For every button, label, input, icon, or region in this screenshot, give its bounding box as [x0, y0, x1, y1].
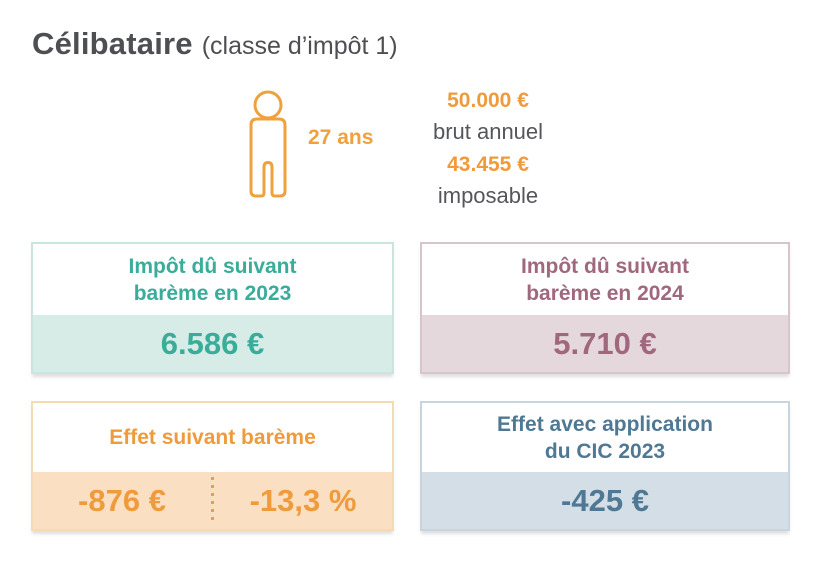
gross-label: brut annuel [432, 119, 544, 144]
card-tax-2024-title-line2: barème en 2024 [526, 281, 684, 305]
card-effect-scale-values: -876 € -13,3 % [33, 472, 392, 529]
card-tax-2024-value: 5.710 € [422, 315, 788, 372]
card-tax-2024-title: Impôt dû suivant barème en 2024 [422, 244, 788, 315]
taxable-amount: 43.455 € [447, 153, 529, 176]
card-tax-2023-title-line1: Impôt dû suivant [128, 254, 297, 278]
card-effect-scale-value-eur: -876 € [78, 482, 166, 518]
gross-amount: 50.000 € [447, 89, 529, 112]
taxable-label: imposable [437, 183, 539, 208]
card-effect-cic: Effet avec application du CIC 2023 -425 … [420, 401, 790, 531]
card-tax-2024: Impôt dû suivant barème en 2024 5.710 € [420, 242, 790, 374]
dotted-divider [211, 476, 214, 525]
income-summary: 50.000 € brut annuel 43.455 € imposable [403, 86, 573, 211]
card-tax-2023-title-line2: barème en 2023 [133, 281, 292, 305]
person-icon [249, 90, 287, 198]
card-effect-cic-value: -425 € [422, 472, 788, 529]
card-effect-cic-title: Effet avec application du CIC 2023 [422, 403, 788, 472]
card-effect-scale-title: Effet suivant barème [33, 403, 392, 472]
card-tax-2023-value: 6.586 € [33, 315, 392, 372]
page-title: Célibataire (classe d’impôt 1) [32, 26, 398, 62]
card-effect-cic-title-line1: Effet avec application [497, 412, 713, 436]
card-effect-cic-title-line2: du CIC 2023 [544, 439, 666, 463]
card-tax-2024-title-line1: Impôt dû suivant [521, 254, 689, 278]
card-effect-scale-value-pct: -13,3 % [249, 482, 357, 518]
title-subtitle: (classe d’impôt 1) [201, 32, 398, 60]
card-effect-scale-title-line1: Effet suivant barème [109, 426, 316, 449]
age-label: 27 ans [308, 126, 374, 149]
card-effect-scale: Effet suivant barème -876 € -13,3 % [31, 401, 394, 531]
card-tax-2023: Impôt dû suivant barème en 2023 6.586 € [31, 242, 394, 374]
card-tax-2023-title: Impôt dû suivant barème en 2023 [33, 244, 392, 315]
title-text: Célibataire [32, 26, 193, 61]
